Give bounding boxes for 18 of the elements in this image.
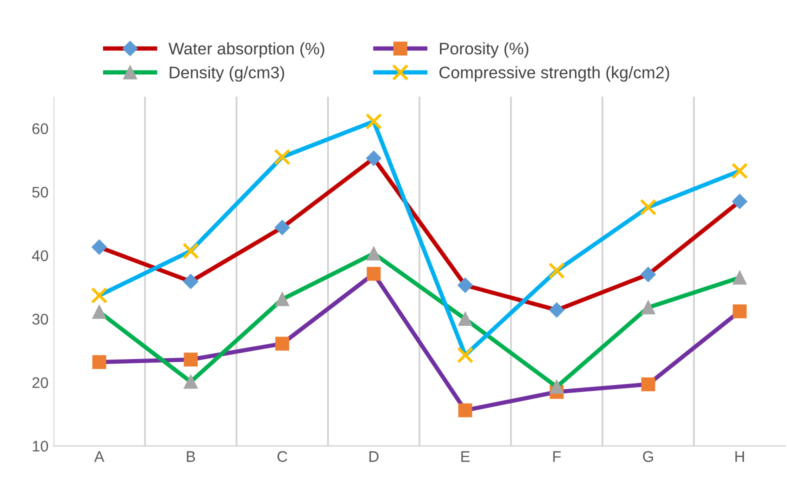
legend-label: Water absorption (%) (168, 42, 324, 58)
legend-label: Porosity (%) (440, 42, 528, 58)
x-tick-label: C (277, 451, 288, 462)
y-tick-label: 50 (32, 186, 48, 198)
y-tick-label: 60 (32, 123, 48, 134)
y-tick-label: 20 (32, 377, 48, 388)
legend-label: Density (g/cm3) (170, 66, 284, 82)
legend-label: Compressive strength (kg/cm2) (439, 66, 670, 82)
x-tick-label: B (186, 451, 196, 462)
x-tick-label: F (553, 451, 561, 462)
x-tick-label: G (643, 451, 653, 462)
x-tick-label: H (735, 451, 744, 462)
y-tick-label: 10 (32, 440, 48, 452)
x-tick-label: A (94, 451, 104, 462)
y-tick-label: 40 (32, 250, 48, 262)
y-tick-label: 30 (32, 314, 48, 325)
x-tick-label: D (369, 451, 379, 462)
x-tick-label: E (461, 451, 470, 462)
